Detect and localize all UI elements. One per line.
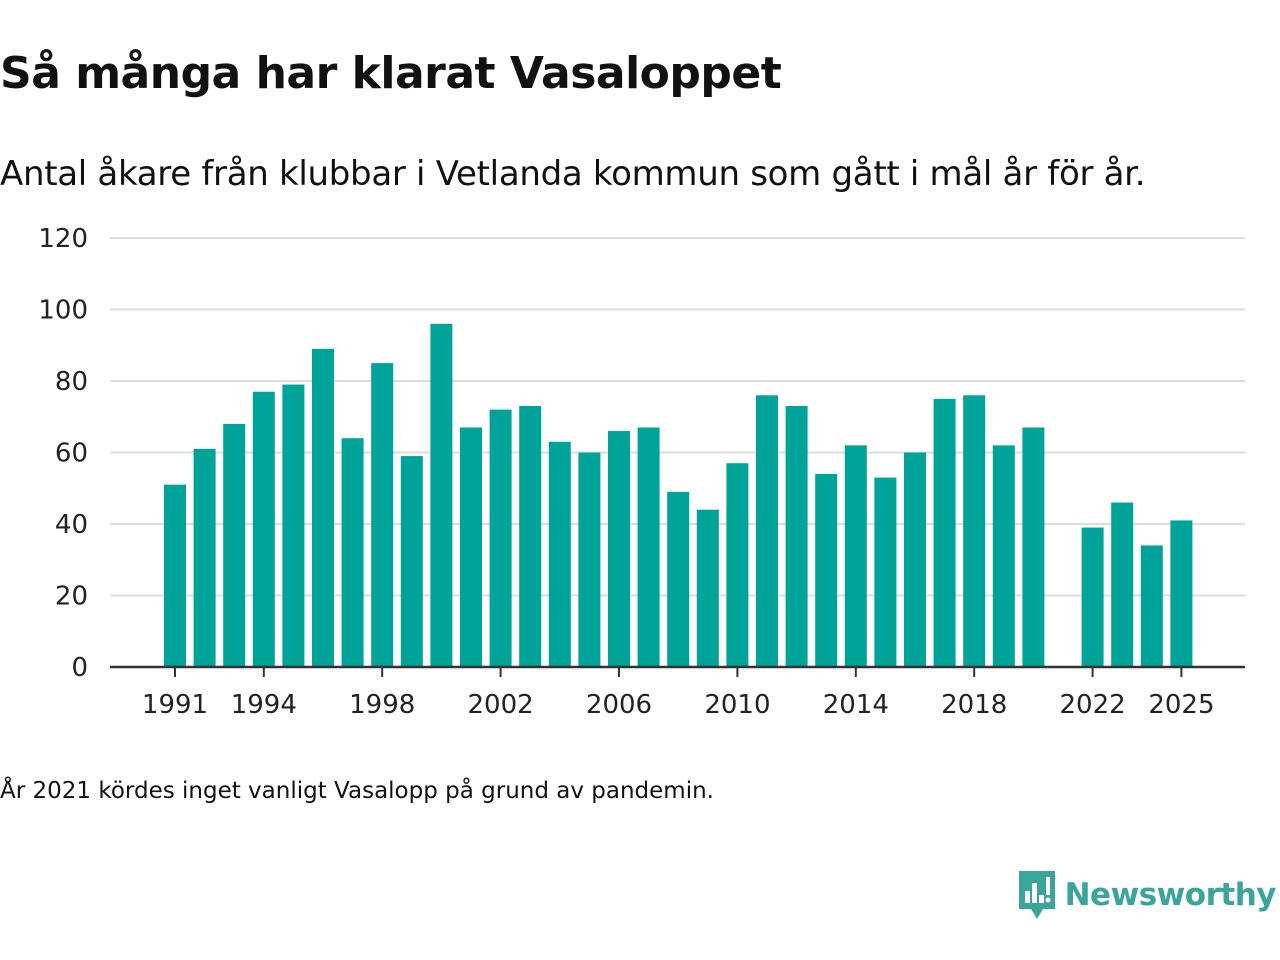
- bar-2001: [460, 427, 482, 667]
- bar-1993: [223, 423, 246, 667]
- x-tick-label: 2018: [941, 690, 1007, 720]
- bar-2024: [1140, 545, 1163, 667]
- bar-1995: [282, 384, 305, 667]
- bar-2025: [1170, 520, 1193, 667]
- x-tick-label: 1998: [349, 690, 415, 720]
- bar-2023: [1111, 502, 1134, 667]
- bar-2019: [992, 445, 1015, 667]
- chart-subtitle: Antal åkare från klubbar i Vetlanda komm…: [0, 154, 1146, 194]
- x-tick-label: 2006: [586, 690, 652, 720]
- bar-chart: 0 20 40 60 80 100 120 1991 1994 1998 2002 2006 2010…: [38, 224, 1245, 720]
- bar-2005: [578, 452, 601, 667]
- bar-2022: [1081, 527, 1104, 667]
- bar-2008: [667, 491, 690, 667]
- bar-2012: [785, 406, 808, 667]
- footnote: År 2021 kördes inget vanligt Vasalopp på…: [0, 778, 714, 804]
- bar-1996: [312, 348, 334, 667]
- newsworthy-logo-icon: [1018, 871, 1055, 919]
- bar-2004: [548, 441, 571, 667]
- bar-1999: [400, 456, 423, 667]
- bar-2015: [874, 477, 897, 667]
- bar-2000: [430, 323, 453, 667]
- bar-1998: [371, 363, 394, 667]
- bar-2003: [519, 406, 542, 667]
- y-tick-label: 80: [55, 367, 88, 397]
- newsworthy-logo: Newsworthy: [1017, 868, 1277, 922]
- x-tick-label: 2014: [823, 690, 889, 720]
- x-tick-label: 2025: [1148, 690, 1214, 720]
- y-tick-label: 40: [55, 510, 88, 540]
- bar-1992: [193, 448, 216, 667]
- bar-2009: [696, 509, 719, 667]
- y-tick-label: 0: [71, 653, 88, 683]
- x-tick-label: 2022: [1060, 690, 1126, 720]
- x-tick-label: 1994: [231, 690, 297, 720]
- bar-2013: [815, 473, 838, 667]
- bar-2002: [489, 409, 512, 667]
- y-tick-label: 60: [55, 439, 88, 469]
- bar-2020: [1022, 427, 1045, 667]
- x-tick-label: 2002: [468, 690, 534, 720]
- bar-2018: [963, 395, 986, 667]
- bar-2007: [637, 427, 660, 667]
- bar-2017: [933, 398, 956, 667]
- brand-name: Newsworthy: [1064, 877, 1277, 913]
- x-tick-label: 2010: [704, 690, 770, 720]
- y-tick-label: 20: [55, 582, 88, 612]
- bar-1994: [252, 391, 275, 667]
- x-axis: 1991 1994 1998 2002 2006 2010 2014 2018 2022 2025: [110, 665, 1245, 720]
- y-tick-label: 100: [38, 296, 88, 326]
- bar-1991: [164, 484, 186, 667]
- y-axis: 0 20 40 60 80 100 120: [38, 224, 88, 683]
- bar-2011: [756, 395, 778, 667]
- bar-2014: [844, 445, 867, 667]
- x-tick-label: 1991: [142, 690, 208, 720]
- bar-1997: [341, 438, 364, 667]
- chart-title: Så många har klarat Vasaloppet: [0, 48, 782, 99]
- bar-2016: [904, 452, 926, 667]
- bar-2006: [608, 431, 630, 667]
- bars: [164, 323, 1193, 667]
- y-tick-label: 120: [38, 224, 88, 254]
- bar-2010: [726, 463, 749, 667]
